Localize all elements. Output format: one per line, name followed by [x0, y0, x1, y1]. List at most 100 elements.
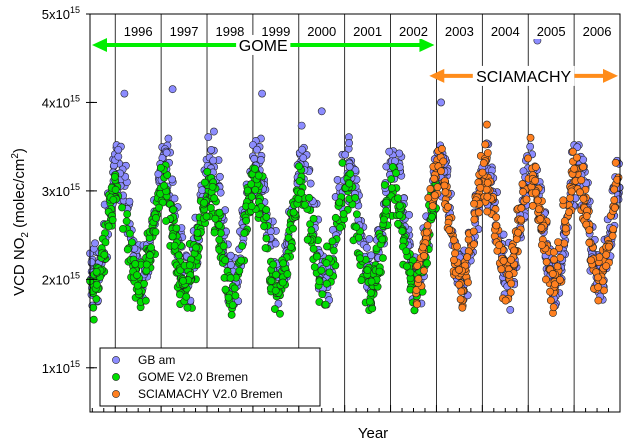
data-point	[289, 224, 297, 233]
data-point	[215, 172, 224, 181]
data-point	[579, 194, 588, 203]
data-point	[531, 163, 540, 171]
series-2	[412, 120, 623, 317]
data-point	[573, 153, 581, 162]
year-label: 2005	[537, 24, 566, 39]
data-point	[424, 194, 433, 202]
data-point	[207, 146, 216, 154]
data-point	[514, 228, 522, 237]
data-point	[183, 303, 192, 312]
data-point	[210, 228, 219, 237]
data-point	[89, 315, 98, 324]
data-point	[362, 243, 371, 252]
data-point	[155, 203, 163, 212]
data-point	[531, 176, 540, 185]
data-point	[594, 283, 603, 292]
annotation-gome-label-bg	[236, 34, 291, 55]
data-point	[338, 159, 347, 167]
data-point	[476, 183, 485, 192]
data-point	[200, 178, 209, 187]
data-point	[267, 277, 276, 285]
data-point	[437, 167, 446, 176]
data-point	[451, 249, 459, 258]
data-point	[114, 152, 123, 161]
data-point	[402, 262, 411, 271]
data-point	[495, 241, 504, 250]
data-point	[251, 164, 259, 173]
data-point	[147, 243, 155, 252]
data-point	[227, 260, 235, 269]
data-point	[226, 251, 235, 260]
data-point	[262, 234, 271, 243]
data-point	[560, 217, 569, 225]
annotation-sciamachy-label: SCIAMACHY	[476, 69, 571, 86]
data-point	[479, 159, 488, 167]
year-label-bg	[531, 22, 572, 39]
data-point	[455, 280, 463, 289]
data-point	[367, 251, 376, 260]
data-point	[518, 180, 527, 188]
data-point	[131, 260, 140, 268]
data-point	[111, 185, 120, 194]
data-point	[192, 243, 200, 252]
data-point	[242, 216, 251, 225]
data-point	[261, 244, 270, 252]
data-point	[382, 198, 391, 207]
data-point	[594, 296, 603, 305]
data-point	[438, 145, 446, 153]
data-point	[92, 267, 101, 276]
y-axis-label: VCD NO2 (molec/cm2)	[10, 148, 31, 296]
data-point	[453, 242, 461, 251]
data-point	[534, 205, 543, 214]
data-point	[559, 196, 568, 205]
plot-frame	[89, 13, 621, 413]
data-point	[133, 271, 141, 280]
data-point	[92, 280, 101, 289]
data-point	[585, 226, 594, 235]
data-point	[440, 181, 449, 190]
data-point	[272, 270, 280, 279]
year-label: 2001	[353, 24, 382, 39]
data-point	[210, 194, 219, 203]
data-point	[567, 187, 576, 196]
year-label: 2003	[445, 24, 474, 39]
data-point	[237, 256, 246, 265]
data-point	[388, 163, 397, 171]
data-point	[470, 240, 478, 249]
data-point	[499, 230, 508, 239]
data-point	[270, 305, 279, 313]
data-point	[549, 303, 558, 312]
data-point	[426, 185, 435, 193]
data-point	[170, 241, 179, 250]
data-point	[243, 186, 252, 195]
data-point	[336, 223, 344, 232]
data-point	[279, 278, 287, 287]
data-point	[168, 232, 177, 241]
year-label-bg	[485, 22, 526, 39]
data-point	[164, 134, 173, 143]
data-point	[274, 299, 283, 308]
data-point	[406, 268, 415, 277]
year-label: 2002	[399, 24, 428, 39]
data-point	[211, 214, 220, 223]
annotation-sciamachy-arrowhead	[429, 68, 445, 83]
data-point	[100, 250, 109, 259]
data-point	[339, 210, 348, 218]
data-point	[279, 259, 288, 268]
data-point	[497, 265, 506, 274]
data-point	[420, 252, 428, 260]
data-point	[430, 174, 439, 183]
data-point	[428, 202, 437, 210]
data-point	[156, 163, 165, 172]
data-point	[585, 238, 594, 247]
data-point	[420, 266, 428, 275]
annotation-gome-arrowhead	[419, 37, 435, 52]
data-point	[365, 297, 374, 306]
year-label: 2006	[583, 24, 612, 39]
data-point	[441, 188, 450, 197]
data-point	[561, 224, 570, 233]
data-point	[492, 213, 501, 222]
data-point	[247, 192, 256, 201]
data-point	[125, 197, 134, 206]
data-point	[351, 193, 360, 202]
